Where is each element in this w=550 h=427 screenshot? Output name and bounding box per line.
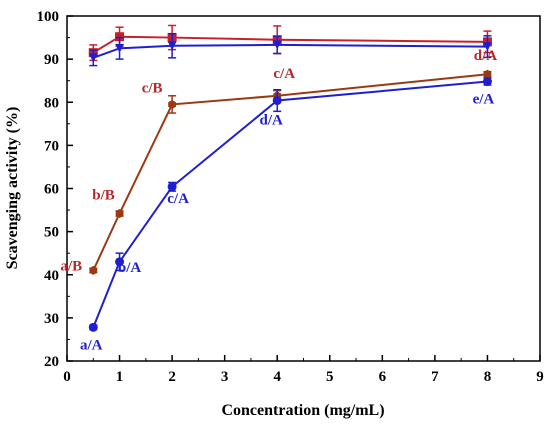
x-tick-label: 4 (273, 369, 281, 385)
data-point (88, 322, 98, 332)
point-label: b/A (118, 260, 142, 276)
series-line (92, 73, 488, 271)
data-point (482, 42, 492, 52)
data-point (115, 209, 124, 218)
point-label: b/B (92, 188, 115, 204)
series-line (92, 43, 488, 59)
series-line (92, 80, 488, 328)
point-label: c/B (142, 80, 163, 96)
chart-marks (88, 24, 492, 332)
y-tick-label: 30 (44, 311, 59, 327)
point-label: e/A (473, 92, 495, 108)
y-axis-title: Scavenging activity (%) (4, 107, 21, 270)
y-tick-label: 70 (44, 138, 59, 154)
x-tick-label: 5 (326, 369, 334, 385)
y-tick-label: 90 (44, 52, 59, 68)
x-tick-label: 9 (536, 369, 544, 385)
axis-ticks: 0 1 2 3 4 5 6 7 8 9 20 30 40 50 60 70 80 90 100 (37, 9, 544, 385)
data-point (167, 41, 177, 51)
data-point (88, 53, 98, 63)
x-axis-title: Concentration (mg/mL) (221, 402, 384, 419)
data-point (482, 77, 492, 87)
plot-frame (66, 15, 541, 362)
data-point (115, 43, 125, 53)
y-tick-label: 60 (44, 182, 59, 198)
point-label: d/A (474, 48, 498, 64)
x-tick-label: 0 (63, 369, 71, 385)
data-point (272, 96, 282, 106)
point-label: d/A (260, 113, 284, 129)
data-point (272, 40, 282, 50)
data-point (115, 257, 125, 267)
x-tick-label: 1 (116, 369, 124, 385)
data-point (168, 99, 176, 109)
point-label: a/A (80, 337, 103, 353)
point-label: c/A (167, 191, 189, 207)
point-label: a/B (60, 258, 82, 274)
x-tick-label: 8 (484, 369, 492, 385)
point-annotations: a/B b/B c/B c/A d/A a/A b/A c/A d/A e/A (60, 48, 497, 353)
x-tick-label: 7 (431, 369, 439, 385)
point-label: c/A (273, 66, 295, 82)
y-tick-label: 80 (44, 95, 59, 111)
data-point (167, 182, 177, 192)
data-point (89, 265, 98, 275)
data-point (115, 32, 125, 42)
y-tick-label: 40 (44, 268, 59, 284)
x-tick-label: 3 (221, 369, 229, 385)
y-tick-label: 50 (44, 225, 59, 241)
y-tick-label: 100 (37, 9, 60, 25)
x-tick-label: 2 (168, 369, 176, 385)
data-point (483, 69, 492, 79)
x-tick-label: 6 (379, 369, 387, 385)
y-tick-label: 20 (44, 354, 59, 370)
